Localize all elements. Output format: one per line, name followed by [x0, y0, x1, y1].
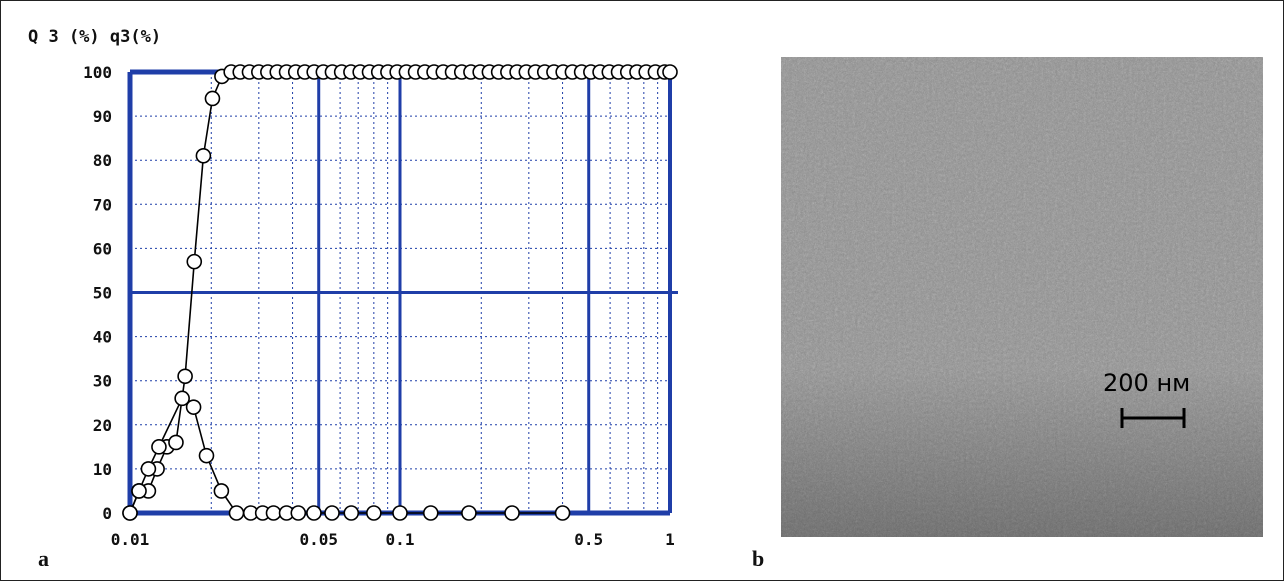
data-point-q3	[213, 483, 230, 499]
series-line-q3	[129, 397, 563, 514]
data-point-Q3	[195, 147, 212, 164]
data-point-q3	[343, 505, 360, 521]
y-tick-label: 60	[93, 239, 112, 258]
data-point-q3	[290, 505, 307, 521]
data-point-q3	[122, 505, 138, 521]
data-point-q3	[554, 505, 571, 521]
y-axis-title: Q 3 (%) q3(%)	[28, 27, 161, 47]
data-point-q3	[324, 505, 340, 521]
y-tick-label: 80	[93, 151, 112, 170]
data-point-q3	[366, 505, 382, 521]
y-tick-label: 30	[93, 372, 112, 391]
data-point-q3	[140, 461, 157, 477]
data-point-q3	[228, 505, 245, 521]
x-tick-label: 0.05	[299, 530, 338, 549]
y-tick-label: 70	[93, 195, 112, 214]
panel-b-label: b	[752, 546, 765, 571]
data-point-q3	[306, 505, 322, 521]
y-tick-label: 100	[83, 63, 112, 82]
data-point-Q3	[177, 368, 193, 385]
y-tick-label: 40	[93, 328, 112, 347]
data-point-Q3	[168, 434, 184, 451]
y-tick-label: 20	[93, 416, 112, 435]
x-tick-label: 0.1	[386, 530, 415, 549]
y-tick-label: 50	[93, 284, 112, 303]
y-tick-label: 0	[102, 504, 112, 523]
y-tick-label: 90	[93, 107, 112, 126]
data-point-q3	[151, 439, 167, 455]
scale-bar-label: 200 нм	[1103, 369, 1190, 397]
data-point-q3	[504, 505, 520, 521]
data-point-q3	[461, 505, 477, 521]
data-point-q3	[131, 483, 147, 499]
data-point-Q3	[204, 90, 221, 107]
particle-size-chart: 0 10 20 30 40 50 60 70 80 90 100 0.01 0.05 0.1 0.5 1 Q 3…	[28, 27, 678, 549]
data-point-q3	[265, 505, 282, 521]
x-tick-label: 0.5	[574, 530, 603, 549]
data-point-q3	[392, 505, 408, 521]
x-tick-label: 1	[665, 530, 675, 549]
data-point-q3	[185, 399, 202, 415]
data-point-q3	[198, 447, 215, 464]
panel-a-label: a	[38, 546, 49, 571]
y-tick-label: 10	[93, 460, 112, 479]
data-point-Q3	[662, 64, 678, 80]
micrograph-shading	[781, 57, 1263, 537]
micrograph-image: 200 нм	[781, 57, 1263, 537]
x-tick-label: 0.01	[111, 530, 150, 549]
data-point-Q3	[186, 253, 203, 270]
data-point-q3	[422, 505, 439, 521]
data-point-q3	[174, 390, 190, 407]
